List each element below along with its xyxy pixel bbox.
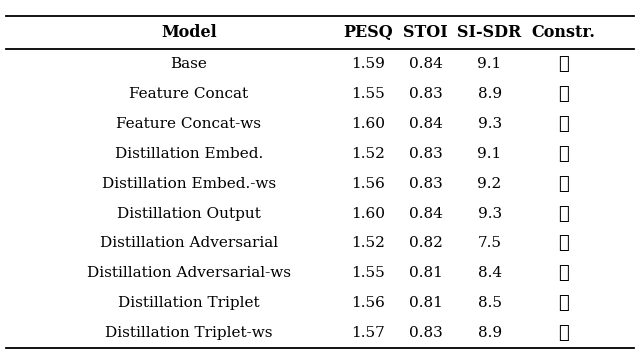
Text: Distillation Adversarial-ws: Distillation Adversarial-ws (87, 266, 291, 280)
Text: ✓: ✓ (558, 55, 568, 73)
Text: ✓: ✓ (558, 325, 568, 342)
Text: Distillation Adversarial: Distillation Adversarial (100, 236, 278, 251)
Text: ✓: ✓ (558, 175, 568, 192)
Text: 1.56: 1.56 (351, 296, 385, 310)
Text: Feature Concat: Feature Concat (129, 87, 248, 101)
Text: Distillation Embed.: Distillation Embed. (115, 147, 263, 161)
Text: Distillation Embed.-ws: Distillation Embed.-ws (102, 177, 276, 191)
Text: 1.56: 1.56 (351, 177, 385, 191)
Text: 9.1: 9.1 (477, 57, 502, 71)
Text: ✓: ✓ (558, 205, 568, 222)
Text: ✗: ✗ (558, 85, 568, 103)
Text: 0.84: 0.84 (409, 117, 442, 131)
Text: PESQ: PESQ (343, 24, 393, 41)
Text: ✓: ✓ (558, 235, 568, 252)
Text: 9.1: 9.1 (477, 147, 502, 161)
Text: 0.83: 0.83 (409, 326, 442, 340)
Text: 0.84: 0.84 (409, 57, 442, 71)
Text: 1.59: 1.59 (351, 57, 385, 71)
Text: ✗: ✗ (558, 115, 568, 132)
Text: 1.55: 1.55 (351, 87, 385, 101)
Text: Model: Model (161, 24, 216, 41)
Text: 0.81: 0.81 (409, 296, 442, 310)
Text: 8.9: 8.9 (477, 87, 502, 101)
Text: 0.84: 0.84 (409, 206, 442, 221)
Text: Distillation Triplet: Distillation Triplet (118, 296, 260, 310)
Text: Distillation Triplet-ws: Distillation Triplet-ws (105, 326, 273, 340)
Text: Base: Base (170, 57, 207, 71)
Text: 0.83: 0.83 (409, 177, 442, 191)
Text: Feature Concat-ws: Feature Concat-ws (116, 117, 261, 131)
Text: ✓: ✓ (558, 265, 568, 282)
Text: STOI: STOI (403, 24, 448, 41)
Text: 1.52: 1.52 (351, 147, 385, 161)
Text: 0.83: 0.83 (409, 87, 442, 101)
Text: 9.2: 9.2 (477, 177, 502, 191)
Text: 1.60: 1.60 (351, 117, 385, 131)
Text: 0.83: 0.83 (409, 147, 442, 161)
Text: 1.55: 1.55 (351, 266, 385, 280)
Text: Constr.: Constr. (531, 24, 595, 41)
Text: Distillation Output: Distillation Output (117, 206, 260, 221)
Text: 1.60: 1.60 (351, 206, 385, 221)
Text: 9.3: 9.3 (477, 117, 502, 131)
Text: 8.5: 8.5 (477, 296, 502, 310)
Text: 1.57: 1.57 (351, 326, 385, 340)
Text: 8.4: 8.4 (477, 266, 502, 280)
Text: ✓: ✓ (558, 295, 568, 312)
Text: 9.3: 9.3 (477, 206, 502, 221)
Text: 0.82: 0.82 (409, 236, 442, 251)
Text: 8.9: 8.9 (477, 326, 502, 340)
Text: 0.81: 0.81 (409, 266, 442, 280)
Text: 1.52: 1.52 (351, 236, 385, 251)
Text: 7.5: 7.5 (477, 236, 502, 251)
Text: ✓: ✓ (558, 145, 568, 162)
Text: SI-SDR: SI-SDR (458, 24, 522, 41)
